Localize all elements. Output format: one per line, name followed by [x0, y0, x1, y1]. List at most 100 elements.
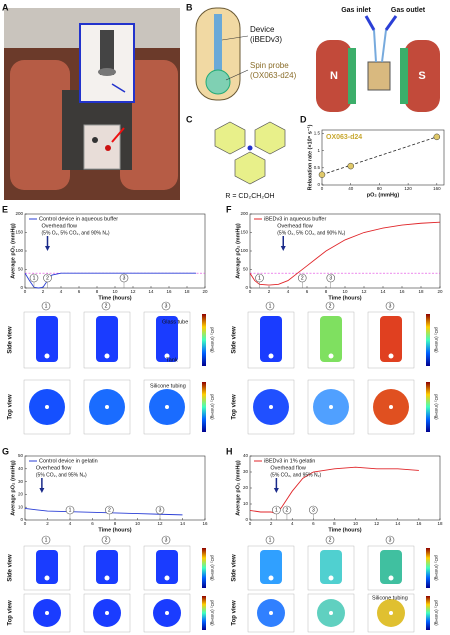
x-tick-label: 16	[399, 289, 405, 294]
x-tick-label: 14	[180, 521, 186, 526]
y-tick-label: 100	[240, 248, 248, 253]
step-number: 3	[165, 538, 168, 544]
step-number: 2	[105, 538, 108, 544]
heatmap-side	[320, 550, 342, 584]
x-tick-label: 10	[342, 289, 348, 294]
label: (iBEDv3)	[250, 35, 282, 44]
point	[318, 171, 326, 178]
point	[433, 133, 441, 141]
flow-arrowhead	[39, 488, 45, 493]
colorbar-label: pO₂ (mmHg)	[434, 327, 439, 353]
x-tick-label: 80	[377, 186, 383, 191]
flow-arrowhead	[280, 246, 286, 251]
panel-label: E	[2, 204, 8, 214]
step-number: 2	[329, 538, 332, 544]
sample	[269, 405, 273, 409]
sample	[328, 575, 334, 581]
y-tick-label: 1	[317, 148, 320, 153]
x-tick-label: 8	[325, 289, 328, 294]
x-tick-label: 16	[166, 289, 172, 294]
step-number: 2	[301, 276, 304, 282]
step-number: 1	[45, 538, 48, 544]
panel-label: H	[226, 446, 233, 456]
colorbar-label: pO₂ (mmHg)	[210, 600, 215, 626]
step-number: 1	[275, 508, 278, 514]
label: Gas inlet	[341, 7, 371, 14]
x-tick-label: 10	[353, 521, 359, 526]
step-number: 3	[389, 538, 392, 544]
step-badge	[265, 301, 275, 311]
x-axis-label: Time (hours)	[98, 295, 131, 301]
panel-label: C	[186, 114, 193, 124]
label: S	[418, 70, 425, 82]
colorbar	[426, 382, 430, 432]
panel-label: F	[226, 204, 232, 214]
series-line	[249, 466, 419, 515]
y-axis-label: Average pO₂ (mmHg)	[235, 460, 241, 516]
step-number: 2	[286, 508, 289, 514]
x-axis-label: Time (hours)	[328, 527, 361, 533]
label: R = CD₂CH₂OH	[225, 193, 274, 200]
row-label: Side view	[8, 554, 14, 582]
plot-frame	[321, 129, 445, 186]
series-line	[24, 272, 196, 289]
sample	[388, 575, 394, 581]
heatmap-side	[96, 550, 118, 584]
sample	[44, 575, 50, 581]
heatmap-side	[380, 316, 402, 362]
annotation: (5% CO₂, and 95% N₂)	[270, 472, 321, 478]
step-number: 1	[269, 538, 272, 544]
label: (OX063-d24)	[250, 71, 297, 80]
step-number: 2	[105, 304, 108, 310]
colorbar	[202, 596, 206, 630]
x-tick-label: 6	[78, 289, 81, 294]
step-badge	[101, 301, 111, 311]
y-axis-label: Average pO₂ (mmHg)	[10, 460, 16, 516]
label: N	[330, 70, 338, 82]
x-tick-label: 0	[24, 521, 27, 526]
step-badge	[326, 273, 336, 283]
step-badge	[161, 301, 171, 311]
colorbar-label: pO₂ (mmHg)	[210, 327, 215, 353]
sample	[165, 405, 169, 409]
x-axis-label: Time (hours)	[98, 527, 131, 533]
molecule	[214, 121, 286, 185]
annotation: Overhead flow	[42, 223, 77, 229]
x-tick-label: 18	[418, 289, 424, 294]
heatmap-side	[96, 316, 118, 362]
step-badge	[255, 273, 264, 283]
sample	[389, 405, 393, 409]
flow-arrowhead	[273, 488, 279, 493]
step-number: 1	[33, 276, 36, 282]
step-number: 3	[312, 508, 315, 514]
step-badge	[65, 505, 75, 515]
step-number: 3	[389, 304, 392, 310]
x-tick-label: 0	[249, 521, 252, 526]
sample	[105, 611, 109, 615]
annotation: Silicone tubing	[372, 595, 408, 601]
colorbar-label: pO₂ (mmHg)	[434, 555, 439, 581]
sample	[45, 405, 49, 409]
colorbar	[202, 548, 206, 588]
x-tick-label: 12	[157, 521, 163, 526]
sample	[164, 575, 170, 581]
panel-label: A	[2, 2, 9, 12]
step-badge	[325, 535, 335, 545]
y-axis-label: Average pO₂ (mmHg)	[235, 223, 241, 279]
step-number: 3	[159, 508, 162, 514]
annotation: (5% O₂, 5% CO₂, and 90% N₂)	[277, 230, 345, 236]
sample	[164, 353, 170, 359]
row-label: Top view	[232, 394, 238, 420]
step-badge	[385, 535, 395, 545]
sample	[45, 611, 49, 615]
x-tick-label: 6	[91, 521, 94, 526]
x-tick-label: 16	[416, 521, 422, 526]
y-tick-label: 40	[243, 453, 249, 458]
step-number: 1	[269, 304, 272, 310]
annotation: (5% O₂, 5% CO₂, and 90% N₂)	[42, 230, 110, 236]
x-tick-label: 2	[268, 289, 271, 294]
heatmap-side	[156, 316, 178, 362]
row-label: Side view	[232, 554, 238, 582]
y-tick-label: 50	[18, 267, 24, 272]
y-tick-label: 50	[18, 453, 24, 458]
